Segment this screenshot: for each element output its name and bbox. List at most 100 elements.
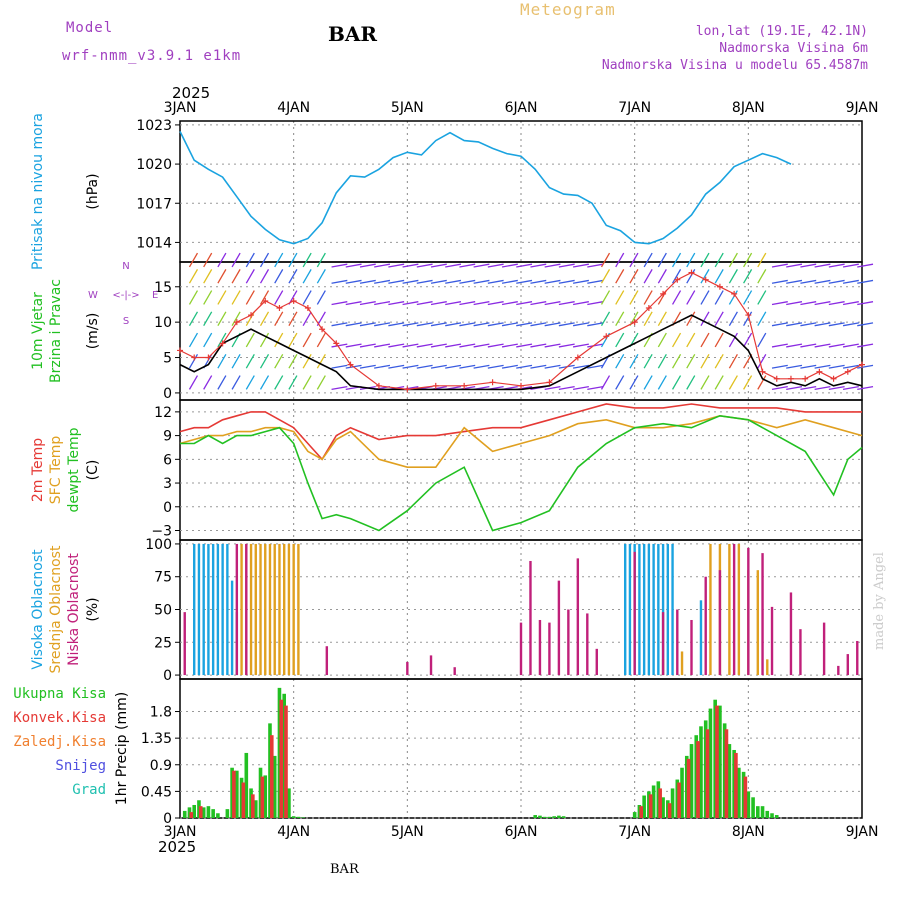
wind-arrow [316, 332, 326, 348]
wind-arrow [530, 322, 547, 327]
wind-arrow [530, 364, 547, 369]
wind-arrow [487, 364, 504, 369]
wind-arrow [743, 290, 753, 305]
wind-arrow [231, 269, 241, 284]
wind-arrow [757, 375, 767, 390]
wind-arrow [671, 332, 682, 348]
wind-arrow [800, 279, 817, 284]
wind-arrow [374, 263, 391, 268]
lonlat-text: lon,lat (19.1E, 42.1N) [695, 24, 868, 39]
x-tick-label-bottom: 6JAN [505, 824, 538, 840]
bar [216, 543, 220, 676]
wind-arrow [416, 301, 433, 306]
bar [245, 543, 248, 676]
wind-arrow [402, 322, 419, 327]
wind-arrow [402, 343, 419, 348]
bar [690, 619, 693, 676]
wind-arrow [786, 279, 803, 284]
wind-arrow [217, 311, 227, 327]
bar [216, 813, 220, 818]
wind-arrow [473, 343, 490, 348]
wind-arrow [757, 311, 767, 327]
wind-arrow [516, 263, 533, 268]
bar [648, 794, 653, 818]
bar [197, 543, 201, 676]
wind-arrow [615, 269, 625, 284]
wind-arrow [544, 263, 561, 268]
precip-legend-item: Snijeg [55, 758, 106, 774]
y-tick-label: 6 [163, 452, 172, 468]
wind-arrow [600, 375, 611, 390]
gust-marker [716, 283, 723, 290]
x-tick-label-bottom: 4JAN [277, 824, 310, 840]
wind-arrow [316, 353, 326, 369]
bar [263, 775, 268, 818]
credit-text: made by Angel [872, 552, 887, 650]
wind-arrow [700, 311, 710, 327]
bar [211, 543, 215, 676]
wind-arrow [259, 375, 270, 390]
bar [260, 776, 265, 818]
bar [677, 782, 681, 818]
wind-arrow [786, 322, 803, 327]
gust-marker [688, 269, 695, 276]
bar [249, 543, 253, 676]
bar [657, 543, 660, 676]
bar [542, 816, 547, 818]
wind-arrow [388, 279, 405, 284]
wind-arrow [842, 279, 859, 284]
bar [538, 815, 542, 818]
wind-arrow [359, 364, 376, 369]
x-tick-label-top: 6JAN [505, 100, 538, 116]
gust-marker [304, 305, 311, 311]
bar [221, 543, 224, 676]
bar [661, 612, 665, 676]
wind-arrow [771, 322, 788, 327]
wind-arrow [814, 263, 831, 268]
gust-marker [745, 312, 752, 319]
wind-arrow [445, 263, 462, 268]
y-tick-label: 5 [163, 351, 172, 367]
bar [259, 543, 262, 676]
wind-arrow [516, 301, 533, 306]
wind-arrow [857, 279, 874, 284]
wind-arrow [657, 311, 667, 327]
bar [770, 813, 774, 818]
wind-arrow [203, 269, 213, 284]
wind-arrow [643, 269, 653, 284]
wind-arrow [814, 322, 831, 327]
wind-arrow [359, 263, 376, 268]
wind-arrow [459, 263, 476, 268]
wind-key-e: E [152, 290, 158, 301]
wind-arrow [188, 332, 199, 348]
wind-arrow [231, 311, 241, 327]
y-tick-label: 0 [163, 668, 172, 684]
gust-marker [233, 319, 240, 326]
gust-marker [645, 305, 652, 311]
bar [183, 612, 186, 676]
bar [273, 543, 276, 676]
wind-arrow [316, 252, 326, 268]
wind-arrow [842, 343, 859, 348]
elevation-text: Nadmorska Visina 6m [719, 41, 868, 56]
wind-arrow [402, 279, 419, 284]
wind-arrow [188, 269, 199, 284]
wind-arrow [374, 279, 391, 284]
wind-arrow [828, 279, 845, 284]
bar [533, 815, 538, 818]
wind-arrow [857, 385, 874, 391]
bar [642, 795, 646, 818]
wind-arrow [501, 343, 518, 348]
wind-arrow [259, 311, 270, 327]
wind-arrow [572, 263, 589, 268]
wind-arrow [416, 279, 433, 284]
bar [756, 570, 760, 676]
bar [751, 797, 755, 818]
gust-marker [816, 368, 823, 375]
bar [291, 816, 296, 818]
bar [734, 752, 738, 818]
bar [856, 640, 859, 676]
model-name: wrf-nmm_v3.9.1 e1km [62, 48, 242, 64]
y-tick-label: 0 [163, 811, 172, 827]
wind-arrow [274, 332, 284, 348]
